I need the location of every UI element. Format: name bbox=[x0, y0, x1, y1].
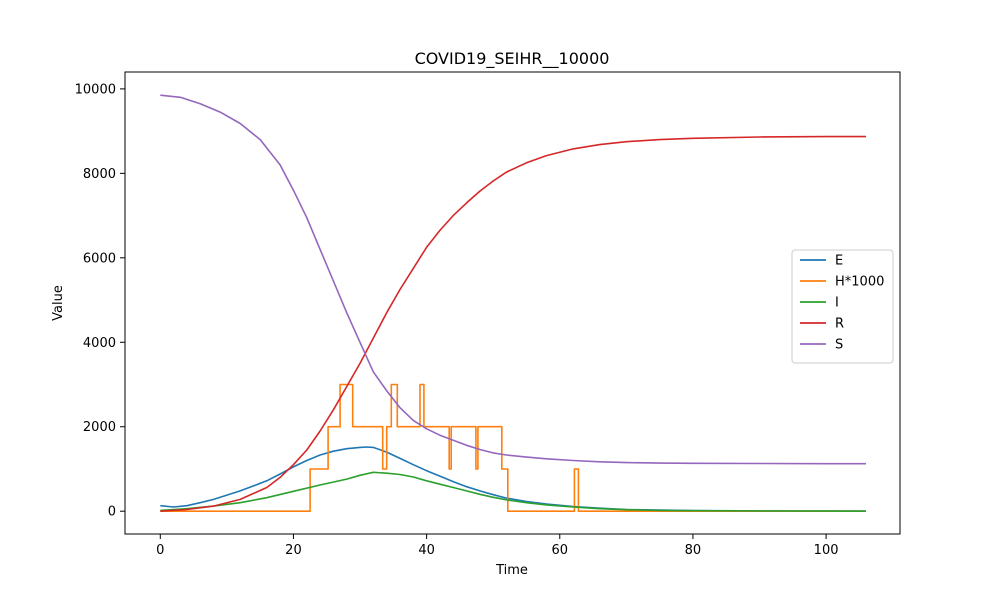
x-tick-label: 60 bbox=[551, 543, 568, 558]
plot-frame bbox=[124, 71, 901, 535]
y-tick-label: 4000 bbox=[83, 336, 116, 351]
x-axis-label: Time bbox=[495, 563, 528, 578]
y-axis-label: Value bbox=[51, 285, 66, 321]
legend-box bbox=[791, 249, 894, 364]
x-tick-label: 100 bbox=[814, 543, 839, 558]
y-tick-label: 6000 bbox=[83, 251, 116, 266]
y-axis-ticks: 0 2000 4000 6000 8000 10000 bbox=[75, 82, 125, 520]
legend-label: E bbox=[835, 254, 843, 269]
y-tick-label: 2000 bbox=[83, 420, 116, 435]
y-tick-label: 10000 bbox=[75, 82, 116, 97]
legend-label: R bbox=[835, 317, 844, 332]
x-tick-label: 0 bbox=[156, 543, 164, 558]
x-tick-label: 20 bbox=[285, 543, 302, 558]
legend-label: H*1000 bbox=[835, 275, 884, 290]
series-line-r bbox=[160, 135, 866, 512]
y-tick-label: 0 bbox=[108, 505, 116, 520]
legend: E H*1000 IRS bbox=[791, 249, 894, 364]
legend-label: S bbox=[835, 338, 843, 353]
legend-label: I bbox=[835, 296, 839, 311]
series-line-h-1000 bbox=[160, 383, 866, 512]
series-layer bbox=[160, 94, 867, 512]
x-tick-label: 40 bbox=[418, 543, 435, 558]
chart-title: COVID19_SEIHR__10000 bbox=[415, 49, 610, 69]
series-line-i bbox=[160, 471, 867, 512]
x-tick-label: 80 bbox=[685, 543, 702, 558]
x-axis-ticks: 0 20 40 60 80 100 bbox=[156, 534, 839, 558]
y-tick-label: 8000 bbox=[83, 167, 116, 182]
series-line-s bbox=[160, 94, 866, 465]
